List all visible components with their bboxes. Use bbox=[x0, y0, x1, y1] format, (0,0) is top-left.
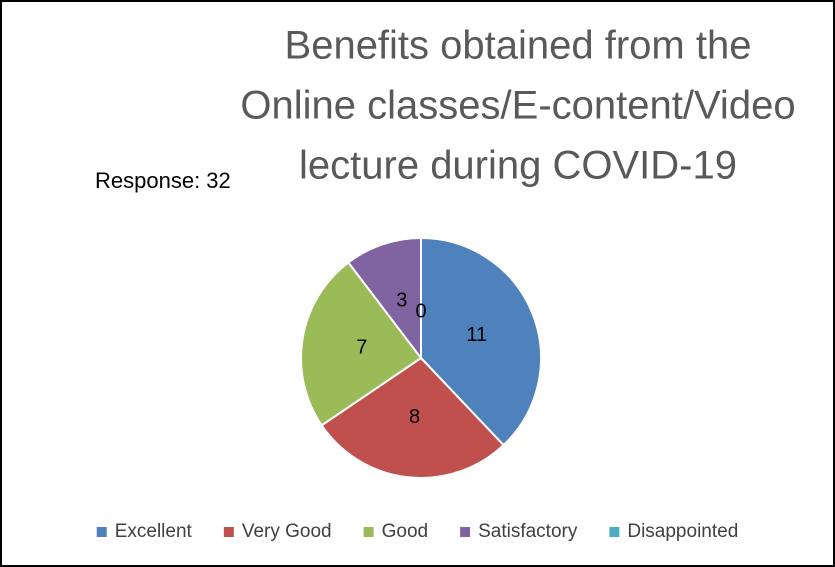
legend-swatch bbox=[223, 527, 234, 537]
chart-title: lecture during COVID-19 bbox=[299, 144, 737, 188]
annotation: Response: 32 bbox=[95, 168, 231, 193]
legend-swatch bbox=[460, 527, 471, 537]
slice-label: 3 bbox=[396, 289, 407, 311]
legend-label: Satisfactory bbox=[478, 521, 578, 542]
pie-slice bbox=[420, 236, 542, 447]
slice-label: 8 bbox=[409, 406, 420, 428]
slice-label: 7 bbox=[356, 337, 367, 359]
legend-label: Good bbox=[382, 521, 428, 542]
legend-label: Very Good bbox=[242, 521, 332, 542]
legend-swatch bbox=[96, 527, 107, 537]
chart-title: Benefits obtained from the bbox=[285, 24, 752, 68]
slice-label: 0 bbox=[415, 301, 426, 323]
legend-label: Excellent bbox=[115, 521, 193, 542]
pie-slice bbox=[346, 236, 422, 361]
legend-label: Disappointed bbox=[627, 521, 738, 542]
slice-label: 11 bbox=[466, 324, 487, 346]
legend-swatch bbox=[363, 527, 374, 537]
chart-title: Online classes/E-content/Video bbox=[240, 84, 795, 128]
pie-slice bbox=[320, 356, 505, 479]
pie-slice bbox=[300, 261, 423, 427]
legend-swatch bbox=[609, 527, 620, 537]
